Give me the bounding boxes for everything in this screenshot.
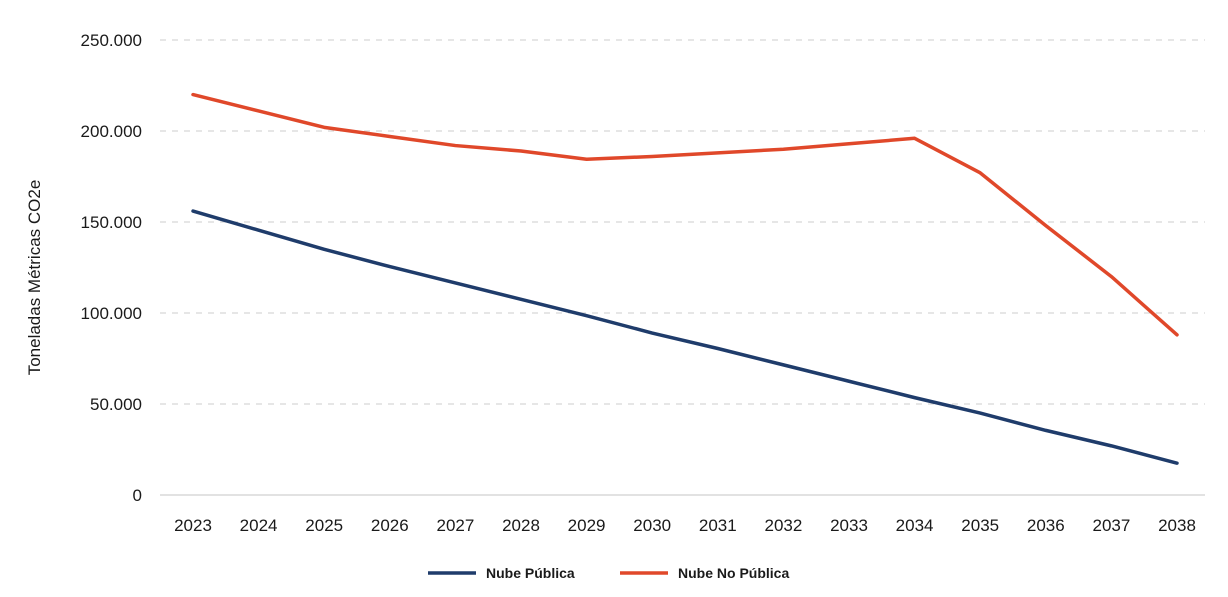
legend-label: Nube Pública bbox=[486, 565, 575, 581]
y-axis-ticks: 0 50.000 100.000 150.000 200.000 250.000 bbox=[81, 31, 142, 505]
x-tick-label: 2026 bbox=[371, 516, 409, 535]
gridlines bbox=[160, 39, 1205, 405]
x-tick-label: 2028 bbox=[502, 516, 540, 535]
x-tick-label: 2027 bbox=[436, 516, 474, 535]
x-axis-ticks: 2023 2024 2025 2026 2027 2028 2029 2030 2031 2032… bbox=[174, 516, 1196, 535]
x-tick-label: 2038 bbox=[1158, 516, 1196, 535]
y-tick-label: 0 bbox=[133, 486, 142, 505]
y-tick-label: 50.000 bbox=[90, 395, 142, 414]
series-line-1 bbox=[191, 209, 1179, 465]
y-tick-label: 150.000 bbox=[81, 213, 142, 232]
y-tick-label: 200.000 bbox=[81, 122, 142, 141]
x-tick-label: 2030 bbox=[633, 516, 671, 535]
legend: Nube Pública Nube No Pública bbox=[428, 565, 789, 581]
y-tick-label: 100.000 bbox=[81, 304, 142, 323]
series-lines bbox=[191, 92, 1179, 465]
series-line-2 bbox=[191, 92, 1179, 337]
x-tick-label: 2036 bbox=[1027, 516, 1065, 535]
x-tick-label: 2032 bbox=[764, 516, 802, 535]
x-tick-label: 2035 bbox=[961, 516, 999, 535]
x-tick-label: 2029 bbox=[568, 516, 606, 535]
x-tick-label: 2033 bbox=[830, 516, 868, 535]
x-tick-label: 2037 bbox=[1092, 516, 1130, 535]
x-tick-label: 2034 bbox=[896, 516, 934, 535]
y-tick-label: 250.000 bbox=[81, 31, 142, 50]
x-tick-label: 2025 bbox=[305, 516, 343, 535]
x-tick-label: 2023 bbox=[174, 516, 212, 535]
y-axis-title: Toneladas Métricas CO2e bbox=[25, 180, 44, 376]
x-tick-label: 2024 bbox=[240, 516, 278, 535]
x-tick-label: 2031 bbox=[699, 516, 737, 535]
legend-label: Nube No Pública bbox=[678, 565, 789, 581]
